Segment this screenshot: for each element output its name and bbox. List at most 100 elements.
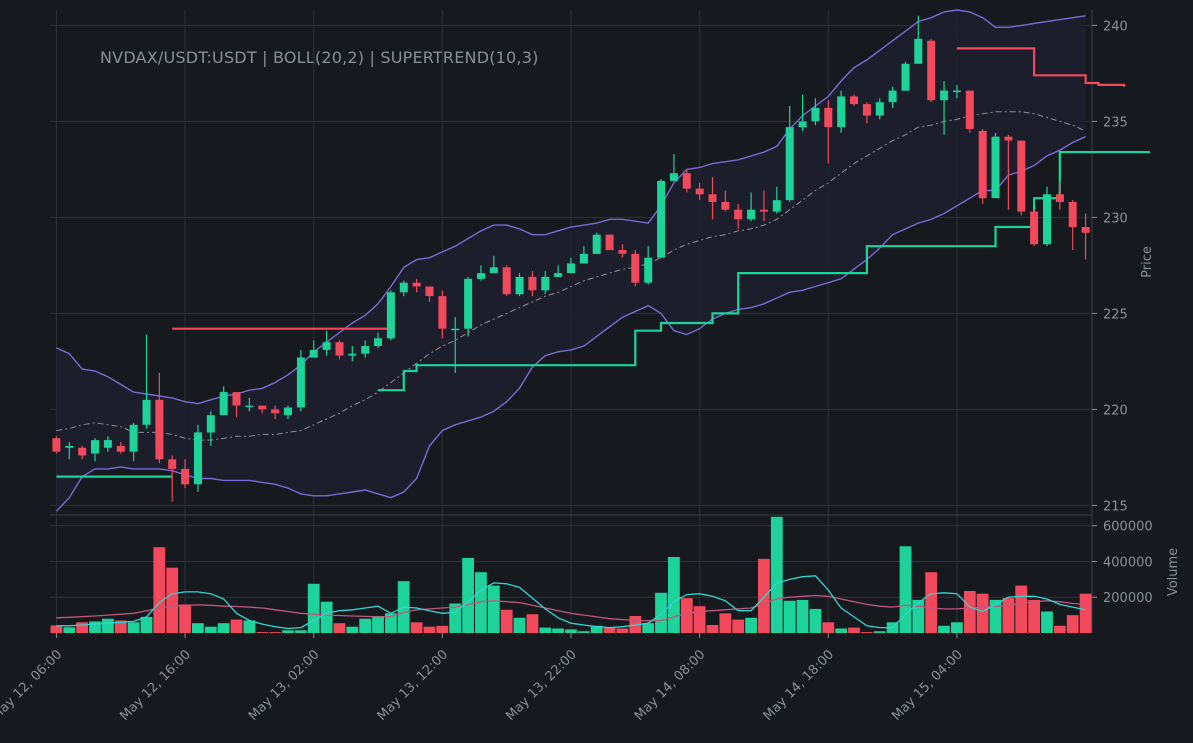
candle-down xyxy=(927,40,936,101)
candle-up xyxy=(657,180,666,258)
volume-bar xyxy=(616,628,629,633)
candle-up xyxy=(219,392,228,416)
volume-bar xyxy=(256,632,269,633)
volume-bar xyxy=(217,623,230,633)
candle-up xyxy=(296,357,305,408)
candle-up xyxy=(541,276,550,291)
candle-up xyxy=(888,90,897,103)
volume-bar xyxy=(565,629,577,633)
candle-up xyxy=(798,121,807,128)
volume-bar xyxy=(835,628,847,633)
candle-up xyxy=(65,445,74,448)
candle-down xyxy=(1004,136,1013,141)
candle-down xyxy=(695,188,704,195)
candle-down xyxy=(978,131,987,199)
volume-bar xyxy=(668,557,680,633)
supertrend-down-line xyxy=(956,47,1126,87)
candle-down xyxy=(232,392,241,406)
candle-down xyxy=(181,468,190,485)
volume-bar xyxy=(449,603,462,633)
volume-bar xyxy=(809,608,822,633)
volume-bar xyxy=(1053,625,1066,633)
volume-bar xyxy=(127,622,140,633)
time-tick-label: May 14, 18:00 xyxy=(761,647,838,724)
volume-bar xyxy=(1066,615,1079,633)
time-tick-label: May 13, 02:00 xyxy=(246,647,323,724)
candle-up xyxy=(579,253,588,264)
candle-up xyxy=(129,424,138,452)
volume-bar xyxy=(848,627,860,633)
volume-bar xyxy=(114,620,127,633)
volume-bar xyxy=(938,625,950,633)
candle-down xyxy=(760,209,768,212)
price-tick-label: 215 xyxy=(1103,499,1128,514)
supertrend-up-line xyxy=(378,151,1150,392)
price-tick-label: 240 xyxy=(1103,19,1128,34)
volume-bar xyxy=(758,558,770,633)
candle-up xyxy=(245,405,254,408)
volume-bar xyxy=(899,546,912,633)
bollinger-upper-line xyxy=(56,9,1086,405)
candle-down xyxy=(1017,140,1026,212)
candle-up xyxy=(567,263,575,274)
volume-bar xyxy=(102,618,114,633)
volume-bar xyxy=(63,627,76,633)
candle-up xyxy=(772,200,781,212)
candle-down xyxy=(965,90,974,129)
price-tick-label: 220 xyxy=(1103,403,1128,418)
volume-bar xyxy=(385,613,397,633)
volume-bar xyxy=(552,628,564,633)
candle-down xyxy=(52,438,61,452)
candle-up xyxy=(284,407,292,416)
volume-bar xyxy=(153,547,166,633)
volume-bar xyxy=(693,606,706,633)
price-tick-label: 235 xyxy=(1103,115,1128,130)
time-tick-label: May 15, 04:00 xyxy=(889,647,966,724)
candle-up xyxy=(103,440,112,448)
volume-bar xyxy=(912,599,925,633)
candle-down xyxy=(862,104,871,116)
candle-down xyxy=(502,267,511,295)
candle-up xyxy=(914,38,923,64)
candle-up xyxy=(554,273,563,277)
candle-up xyxy=(374,338,382,346)
volume-bar xyxy=(1028,599,1040,633)
volume-bar xyxy=(89,621,101,633)
candle-up xyxy=(206,415,215,433)
candle-up xyxy=(361,346,370,354)
candle-up xyxy=(747,209,756,220)
candle-up xyxy=(489,267,498,274)
bollinger-middle-line xyxy=(56,111,1086,441)
volume-bar xyxy=(603,627,616,633)
volume-bar xyxy=(294,630,307,633)
candle-down xyxy=(425,286,434,297)
volume-bar xyxy=(76,622,88,633)
volume-bar xyxy=(655,592,667,633)
candle-up xyxy=(940,90,949,101)
candle-down xyxy=(335,342,344,356)
volume-bar xyxy=(243,620,256,633)
volume-bar xyxy=(822,622,835,633)
volume-bar xyxy=(719,613,732,633)
candle-down xyxy=(155,399,164,460)
candle-down xyxy=(1055,194,1064,202)
volume-bar xyxy=(410,622,423,633)
volume-bar xyxy=(204,626,217,633)
volume-bar xyxy=(333,623,346,633)
candle-up xyxy=(142,399,151,425)
volume-bar xyxy=(230,619,243,633)
candle-up xyxy=(669,173,678,181)
candle-down xyxy=(271,409,280,414)
volume-bar xyxy=(526,614,539,633)
volume-bar xyxy=(642,623,655,633)
candle-down xyxy=(116,445,125,452)
price-axis-label: Price xyxy=(1140,246,1155,278)
volume-bar xyxy=(1079,593,1092,633)
time-tick-label: May 13, 22:00 xyxy=(503,647,580,724)
candle-down xyxy=(412,282,421,287)
candle-up xyxy=(477,273,485,279)
candle-down xyxy=(1081,227,1090,233)
volume-bar xyxy=(976,593,989,633)
candle-up xyxy=(348,353,357,356)
